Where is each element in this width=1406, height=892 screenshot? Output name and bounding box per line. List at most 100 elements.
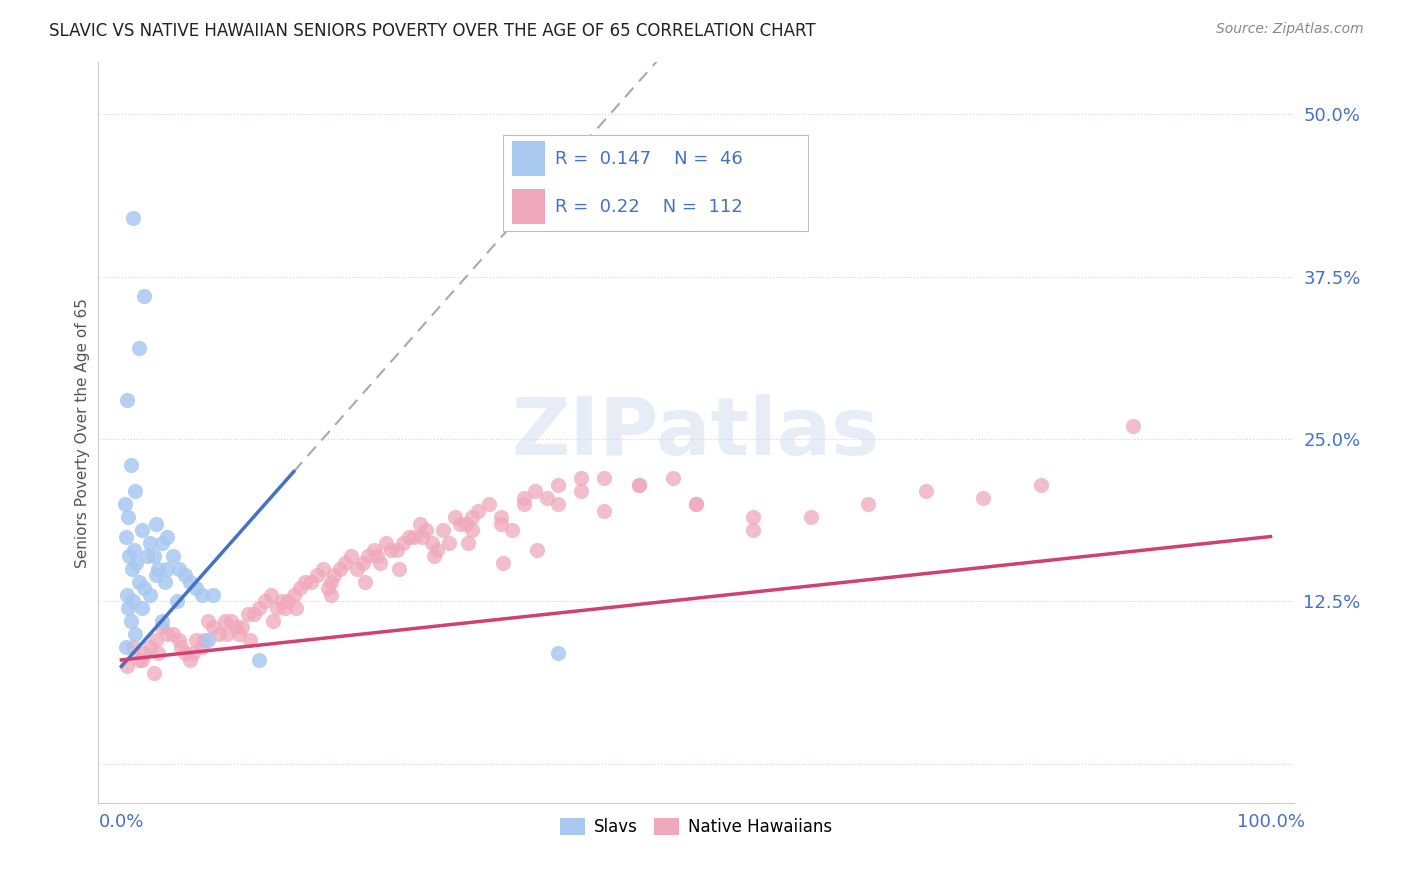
Point <box>153 574 176 589</box>
Point <box>329 562 352 576</box>
Point <box>125 556 148 570</box>
Point <box>271 594 294 608</box>
Point <box>145 568 167 582</box>
Point <box>354 574 377 589</box>
Point <box>139 588 162 602</box>
Point <box>742 523 765 537</box>
Text: SLAVIC VS NATIVE HAWAIIAN SENIORS POVERTY OVER THE AGE OF 65 CORRELATION CHART: SLAVIC VS NATIVE HAWAIIAN SENIORS POVERT… <box>49 22 815 40</box>
Point <box>247 601 270 615</box>
Point <box>366 549 388 563</box>
Point <box>1122 419 1144 434</box>
Point <box>120 458 142 472</box>
Point <box>139 536 162 550</box>
Point <box>150 614 173 628</box>
Point <box>115 659 138 673</box>
Point <box>547 497 569 511</box>
Point <box>219 614 242 628</box>
Point <box>197 633 219 648</box>
Point <box>461 523 484 537</box>
Point <box>800 510 823 524</box>
Point <box>225 620 247 634</box>
Point <box>191 640 214 654</box>
Point <box>409 516 432 531</box>
Point <box>150 620 173 634</box>
Point <box>437 536 460 550</box>
Point <box>134 289 156 303</box>
Point <box>247 653 270 667</box>
Point <box>357 549 380 563</box>
Point <box>139 640 162 654</box>
Point <box>423 549 446 563</box>
Point <box>346 562 368 576</box>
Point <box>150 536 173 550</box>
Point <box>593 471 616 485</box>
Point <box>142 549 165 563</box>
Point <box>231 620 253 634</box>
Point <box>1029 477 1052 491</box>
Point <box>526 542 548 557</box>
Point <box>536 491 558 505</box>
Point <box>117 510 139 524</box>
Point <box>512 491 534 505</box>
Point <box>115 640 138 654</box>
Point <box>420 536 443 550</box>
Point <box>148 647 170 661</box>
Point <box>316 582 339 596</box>
Point <box>134 582 156 596</box>
Point <box>117 601 139 615</box>
Point <box>217 627 239 641</box>
Point <box>547 477 569 491</box>
Point <box>128 653 150 667</box>
Point <box>319 588 342 602</box>
Point <box>685 497 707 511</box>
Point <box>432 523 454 537</box>
Point <box>162 549 184 563</box>
Point <box>398 529 420 543</box>
Point <box>122 211 145 226</box>
Point <box>260 588 283 602</box>
Point <box>685 497 707 511</box>
Point <box>489 510 512 524</box>
Point <box>170 640 193 654</box>
Point <box>193 633 215 648</box>
Point <box>569 484 592 499</box>
Y-axis label: Seniors Poverty Over the Age of 65: Seniors Poverty Over the Age of 65 <box>75 298 90 567</box>
Point <box>254 594 277 608</box>
Point <box>167 562 190 576</box>
Point <box>449 516 471 531</box>
Point <box>392 536 415 550</box>
Point <box>277 594 299 608</box>
Point <box>285 601 308 615</box>
Point <box>145 633 167 648</box>
Point <box>142 665 165 680</box>
Text: Source: ZipAtlas.com: Source: ZipAtlas.com <box>1216 22 1364 37</box>
Point <box>489 516 512 531</box>
Point <box>156 562 179 576</box>
Point <box>173 568 195 582</box>
Point <box>115 588 138 602</box>
Point <box>128 341 150 355</box>
Point <box>380 542 402 557</box>
Point <box>131 523 153 537</box>
Point <box>115 529 138 543</box>
Point <box>242 607 264 622</box>
Point <box>162 627 184 641</box>
Point <box>166 594 188 608</box>
Point <box>457 536 479 550</box>
Point <box>145 516 167 531</box>
Point <box>340 549 363 563</box>
Point <box>305 568 328 582</box>
Point <box>385 542 409 557</box>
Point <box>352 556 374 570</box>
Point <box>569 471 592 485</box>
Point <box>122 640 145 654</box>
Point <box>492 556 515 570</box>
Point <box>118 549 141 563</box>
Point <box>323 568 346 582</box>
Point <box>236 607 259 622</box>
Point <box>593 503 616 517</box>
Point <box>742 510 765 524</box>
Point <box>214 614 236 628</box>
Point <box>478 497 501 511</box>
Point <box>124 484 146 499</box>
